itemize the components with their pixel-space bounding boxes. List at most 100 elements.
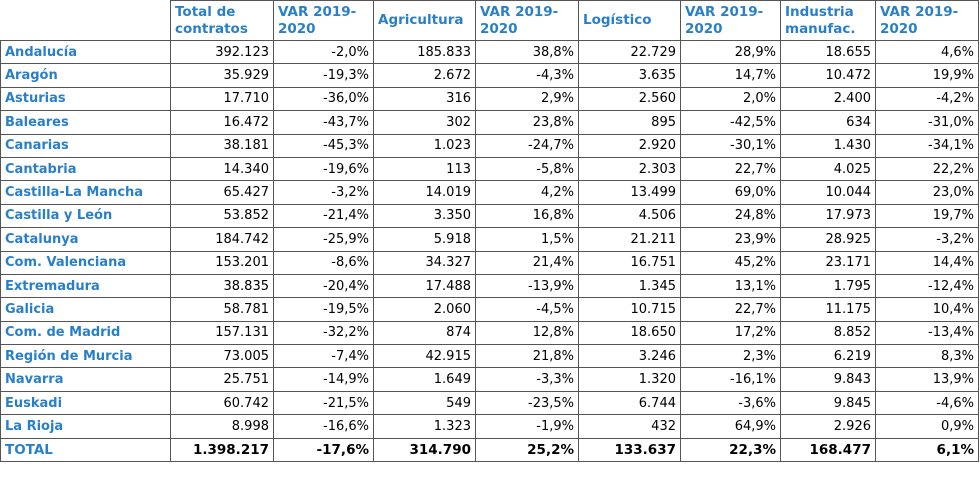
cell-value: 6.219 <box>780 344 876 369</box>
column-header: VAR 2019-2020 <box>475 0 579 41</box>
cell-value: 1.398.217 <box>170 437 274 463</box>
row-label: TOTAL <box>0 437 171 463</box>
cell-value: 8,3% <box>875 344 979 369</box>
cell-value: 14.019 <box>373 180 476 205</box>
cell-value: 11.175 <box>780 297 876 322</box>
cell-value: 157.131 <box>170 320 274 346</box>
cell-value: 9.845 <box>780 390 876 416</box>
cell-value: 14,4% <box>875 250 979 275</box>
cell-value: 21.211 <box>578 227 681 252</box>
cell-value: 23.171 <box>780 250 876 275</box>
table-row: Andalucía 392.123 -2,0% 185.833 38,8% 22.729 2… <box>0 39 979 65</box>
cell-value: 9.843 <box>780 367 876 392</box>
cell-value: -23,5% <box>475 390 579 416</box>
cell-value: 392.123 <box>170 39 274 65</box>
cell-value: 4.025 <box>780 156 876 182</box>
cell-value: 2.920 <box>578 133 681 158</box>
cell-value: 19,7% <box>875 203 979 229</box>
cell-value: 895 <box>578 110 681 135</box>
data-table: Total de contratos VAR 2019-2020 Agricultu… <box>0 0 979 463</box>
cell-value: -1,9% <box>475 414 579 439</box>
cell-value: -19,5% <box>273 297 374 322</box>
cell-value: 8.998 <box>170 414 274 439</box>
cell-value: -13,9% <box>475 273 579 299</box>
cell-value: -16,1% <box>680 367 781 392</box>
table-row: Castilla-La Mancha 65.427 -3,2% 14.019 4,2% 1… <box>0 180 979 205</box>
cell-value: 2.672 <box>373 63 476 88</box>
cell-value: -4,2% <box>875 86 979 112</box>
cell-value: 113 <box>373 156 476 182</box>
cell-value: 65.427 <box>170 180 274 205</box>
cell-value: 17.488 <box>373 273 476 299</box>
cell-value: -36,0% <box>273 86 374 112</box>
header-row: Total de contratos VAR 2019-2020 Agricultu… <box>0 0 979 41</box>
cell-value: 2.560 <box>578 86 681 112</box>
cell-value: 1.795 <box>780 273 876 299</box>
cell-value: -17,6% <box>273 437 374 463</box>
cell-value: 3.246 <box>578 344 681 369</box>
cell-value: -19,3% <box>273 63 374 88</box>
cell-value: 38.181 <box>170 133 274 158</box>
table-row: Com. de Madrid 157.131 -32,2% 874 12,8% 18.65… <box>0 320 979 346</box>
cell-value: 23,9% <box>680 227 781 252</box>
cell-value: -7,4% <box>273 344 374 369</box>
cell-value: -12,4% <box>875 273 979 299</box>
cell-value: -34,1% <box>875 133 979 158</box>
cell-value: 1.320 <box>578 367 681 392</box>
cell-value: 2,9% <box>475 86 579 112</box>
cell-value: -31,0% <box>875 110 979 135</box>
cell-value: 1.649 <box>373 367 476 392</box>
cell-value: 23,0% <box>875 180 979 205</box>
cell-value: -13,4% <box>875 320 979 346</box>
cell-value: 13,9% <box>875 367 979 392</box>
cell-value: -5,8% <box>475 156 579 182</box>
cell-value: 18.655 <box>780 39 876 65</box>
cell-value: 17.973 <box>780 203 876 229</box>
cell-value: 25.751 <box>170 367 274 392</box>
cell-value: 58.781 <box>170 297 274 322</box>
cell-value: 13,1% <box>680 273 781 299</box>
cell-value: 3.635 <box>578 63 681 88</box>
table-row: Com. Valenciana 153.201 -8,6% 34.327 21,4% 16… <box>0 250 979 275</box>
table-row: La Rioja 8.998 -16,6% 1.323 -1,9% 432 64,9% 2.9… <box>0 414 979 439</box>
cell-value: -19,6% <box>273 156 374 182</box>
table-row: Cantabria 14.340 -19,6% 113 -5,8% 2.303 22,7% 4… <box>0 156 979 182</box>
table-row: TOTAL 1.398.217 -17,6% 314.790 25,2% 133.637 2… <box>0 437 979 463</box>
table-row: Euskadi 60.742 -21,5% 549 -23,5% 6.744 -3,6% 9.… <box>0 390 979 416</box>
cell-value: 314.790 <box>373 437 476 463</box>
cell-value: 22.729 <box>578 39 681 65</box>
cell-value: 38,8% <box>475 39 579 65</box>
cell-value: -3,2% <box>273 180 374 205</box>
cell-value: 14,7% <box>680 63 781 88</box>
row-label: Castilla y León <box>0 203 171 229</box>
cell-value: -4,3% <box>475 63 579 88</box>
cell-value: 5.918 <box>373 227 476 252</box>
cell-value: -3,2% <box>875 227 979 252</box>
row-label: La Rioja <box>0 414 171 439</box>
cell-value: 12,8% <box>475 320 579 346</box>
cell-value: 22,3% <box>680 437 781 463</box>
cell-value: 0,9% <box>875 414 979 439</box>
cell-value: 22,7% <box>680 156 781 182</box>
cell-value: 2.303 <box>578 156 681 182</box>
column-header: Agricultura <box>373 0 476 41</box>
cell-value: 432 <box>578 414 681 439</box>
row-label: Com. de Madrid <box>0 320 171 346</box>
cell-value: 25,2% <box>475 437 579 463</box>
cell-value: -4,6% <box>875 390 979 416</box>
cell-value: -8,6% <box>273 250 374 275</box>
cell-value: 10.715 <box>578 297 681 322</box>
corner-cell <box>0 0 171 41</box>
cell-value: 18.650 <box>578 320 681 346</box>
cell-value: 28,9% <box>680 39 781 65</box>
cell-value: 4,6% <box>875 39 979 65</box>
cell-value: 316 <box>373 86 476 112</box>
row-label: Navarra <box>0 367 171 392</box>
cell-value: 185.833 <box>373 39 476 65</box>
cell-value: 1.023 <box>373 133 476 158</box>
cell-value: 45,2% <box>680 250 781 275</box>
cell-value: 13.499 <box>578 180 681 205</box>
cell-value: 10.472 <box>780 63 876 88</box>
cell-value: 133.637 <box>578 437 681 463</box>
cell-value: 22,2% <box>875 156 979 182</box>
